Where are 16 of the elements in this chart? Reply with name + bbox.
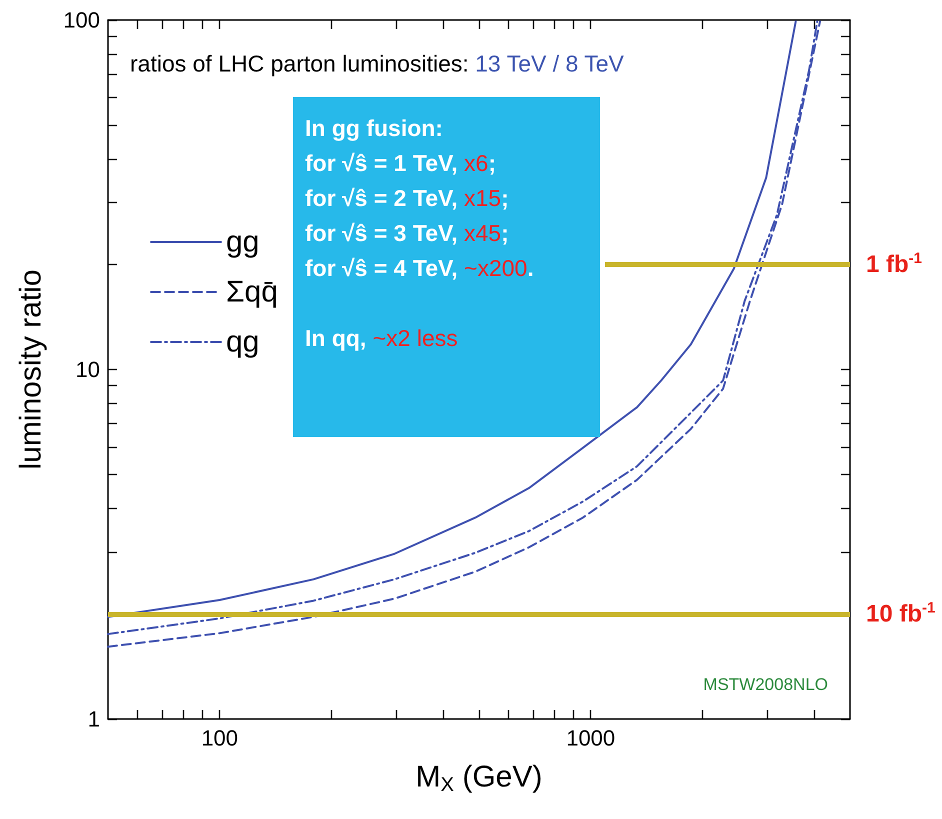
annotation: for √ŝ = 1 TeV, x6; [305,150,496,176]
y-tick-label: 100 [63,8,100,32]
legend-label: qg [226,326,260,358]
y-tick-label: 10 [76,357,100,382]
x-tick-label: 1000 [566,726,616,750]
legend-label: Σqq̄ [226,276,278,308]
annotation: In gg fusion: [305,115,443,141]
y-axis-title: luminosity ratio [14,269,48,470]
annotation: MSTW2008NLO [703,675,828,694]
legend-label: gg [226,226,260,258]
annotation: In qq, ~x2 less [305,325,458,351]
annotation: for √ŝ = 4 TeV, ~x200. [305,255,534,281]
text: ratios of LHC parton luminosities: 13 TeV / 8 TeV [130,50,625,76]
annotation: for √ŝ = 3 TeV, x45; [305,220,509,246]
annotation: for √ŝ = 2 TeV, x15; [305,185,509,211]
y-tick-label: 1 [88,706,100,732]
